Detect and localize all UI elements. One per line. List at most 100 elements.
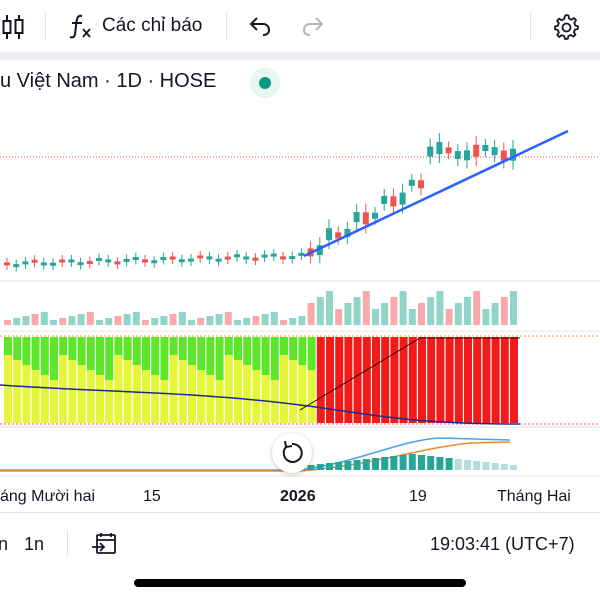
osc-bar-green xyxy=(280,337,288,355)
osc-bar-yellow xyxy=(68,360,77,423)
osc-bar-green xyxy=(151,337,160,375)
volume-bar xyxy=(362,291,370,325)
candle xyxy=(86,260,93,264)
osc-bar-red xyxy=(436,337,445,423)
time-axis-label: 2026 xyxy=(280,488,316,505)
volume-bar xyxy=(188,320,195,325)
volume-bar xyxy=(160,316,168,325)
candle xyxy=(243,256,250,260)
volume-bar xyxy=(344,303,352,325)
settings-icon[interactable] xyxy=(552,12,580,40)
volume-bar xyxy=(105,318,113,325)
osc-bar-green xyxy=(114,337,123,355)
indicators-button[interactable]: Các chỉ báo xyxy=(102,15,203,36)
macd-histogram-bar xyxy=(353,460,361,470)
osc-line xyxy=(0,384,521,425)
volume-bar xyxy=(316,297,324,325)
osc-bar-yellow xyxy=(298,365,307,423)
osc-bar-yellow xyxy=(160,380,169,423)
undo-icon[interactable] xyxy=(247,14,273,38)
osc-bar-red xyxy=(408,337,417,423)
candle xyxy=(353,212,360,223)
candle xyxy=(500,150,507,161)
candle xyxy=(169,256,176,260)
volume-bar xyxy=(372,309,379,325)
osc-bar-red xyxy=(473,337,482,423)
candle xyxy=(13,264,20,268)
candle xyxy=(381,195,388,204)
candle xyxy=(215,258,222,262)
osc-bar-yellow xyxy=(224,355,233,423)
macd-histogram-bar xyxy=(344,461,352,470)
date-range-icon[interactable] xyxy=(91,532,117,556)
redo-icon[interactable] xyxy=(300,14,326,38)
volume-bar xyxy=(68,316,76,325)
candle xyxy=(132,257,139,261)
candle xyxy=(114,261,121,265)
osc-bar-yellow xyxy=(234,360,242,423)
volume-bar xyxy=(326,291,333,325)
osc-bar-yellow xyxy=(22,365,31,423)
candle xyxy=(270,253,277,257)
candle xyxy=(399,192,406,205)
candles-series xyxy=(4,133,516,272)
chart-canvas[interactable] xyxy=(0,100,600,480)
candle xyxy=(445,147,452,154)
osc-bar-red xyxy=(454,337,463,423)
osc-bar-green xyxy=(77,337,86,365)
candle xyxy=(372,212,378,219)
toolbar-separator xyxy=(530,12,531,40)
osc-bar-red xyxy=(500,337,509,423)
osc-bar-red xyxy=(335,337,344,423)
osc-bar-red xyxy=(418,337,426,423)
osc-bar-green xyxy=(197,337,206,370)
candlestick-icon[interactable] xyxy=(2,12,26,42)
osc-bar-green xyxy=(270,337,279,380)
osc-bar-green xyxy=(188,337,196,365)
candle xyxy=(436,142,443,155)
osc-bar-green xyxy=(123,337,132,360)
volume-bar xyxy=(178,312,186,325)
osc-bar-green xyxy=(234,337,242,360)
osc-bar-yellow xyxy=(132,365,141,423)
osc-bar-red xyxy=(491,337,500,423)
osc-bar-green xyxy=(289,337,298,360)
volume-bar xyxy=(197,318,205,325)
osc-bar-green xyxy=(96,337,104,375)
volume-bar xyxy=(4,320,11,325)
time-axis-label: 19 xyxy=(409,488,427,505)
macd-histogram-bar xyxy=(464,460,471,470)
function-icon[interactable] xyxy=(68,12,94,40)
osc-bar-green xyxy=(105,337,114,380)
candle xyxy=(142,259,148,263)
volume-bar xyxy=(399,291,407,325)
volume-bar xyxy=(123,314,131,325)
macd-pane xyxy=(0,437,517,472)
candle xyxy=(4,262,10,266)
candle xyxy=(105,259,112,263)
volume-bar xyxy=(40,312,48,325)
osc-bar-red xyxy=(344,337,353,423)
volume-bar xyxy=(482,309,490,325)
bottom-bar-separator xyxy=(67,530,68,556)
range-button[interactable]: n xyxy=(0,534,9,554)
osc-bar-green xyxy=(243,337,252,365)
range-button-1n[interactable]: 1n xyxy=(24,534,45,554)
clock-label[interactable]: 19:03:41 (UTC+7) xyxy=(430,534,575,554)
osc-bar-green xyxy=(215,337,224,380)
candle xyxy=(362,212,369,225)
symbol-title[interactable]: u Việt Nam · 1D · HOSE xyxy=(0,70,217,92)
osc-bar-green xyxy=(160,337,169,380)
volume-bar xyxy=(59,318,67,325)
reset-chart-button[interactable] xyxy=(272,433,312,473)
candle xyxy=(289,256,296,260)
osc-bar-green xyxy=(252,337,261,370)
volume-bar xyxy=(491,303,499,325)
macd-histogram-bar xyxy=(335,462,343,470)
macd-histogram-bar xyxy=(381,457,389,470)
osc-bar-red xyxy=(510,337,518,423)
osc-bar-red xyxy=(372,337,380,423)
osc-bar-green xyxy=(224,337,233,355)
volume-bar xyxy=(252,316,260,325)
candle xyxy=(77,262,84,266)
